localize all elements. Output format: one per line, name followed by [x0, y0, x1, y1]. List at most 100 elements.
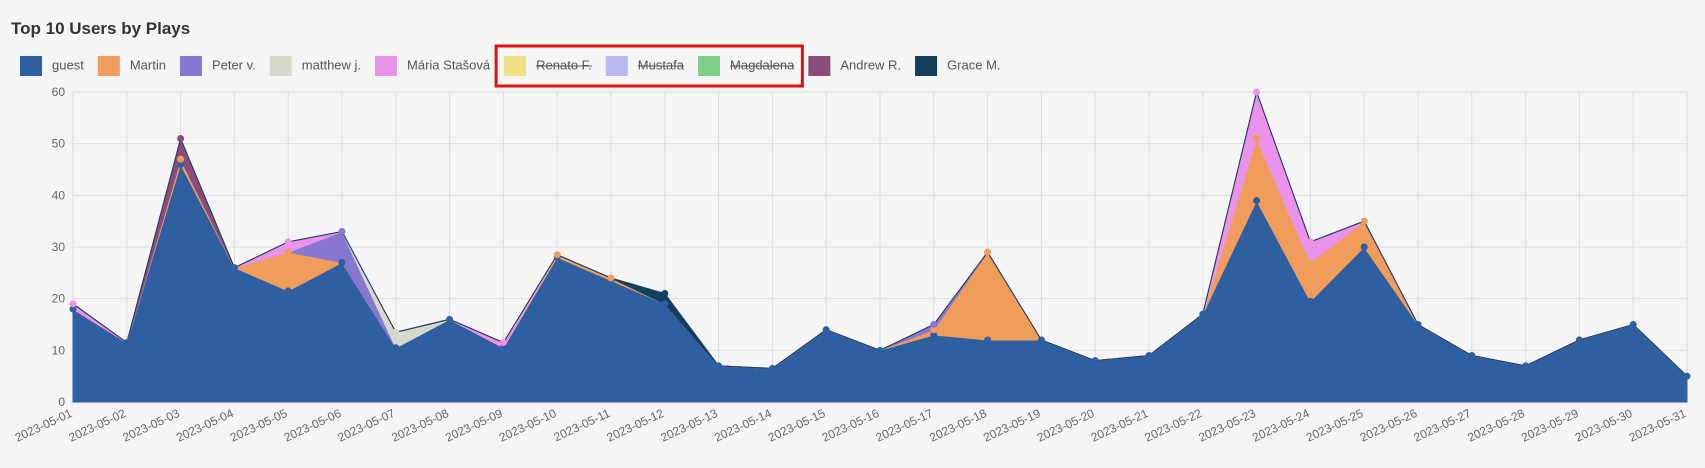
- point: [1306, 238, 1314, 246]
- x-tick-label: 2023-05-30: [1573, 406, 1635, 445]
- legend-swatch: [808, 56, 831, 76]
- point: [1253, 88, 1261, 96]
- legend-label[interactable]: matthew j.: [302, 57, 361, 72]
- x-tick-label: 2023-05-06: [282, 406, 344, 445]
- point: [1091, 357, 1099, 365]
- point: [1360, 243, 1368, 251]
- x-tick-label: 2023-05-08: [389, 406, 451, 445]
- point: [553, 251, 561, 259]
- legend-label[interactable]: Grace M.: [947, 57, 1000, 72]
- point: [930, 326, 938, 334]
- x-tick-label: 2023-05-20: [1035, 406, 1097, 445]
- legend-label[interactable]: Mustafa: [638, 57, 685, 72]
- y-tick-label: 10: [52, 343, 66, 357]
- legend-swatch: [97, 56, 120, 76]
- point: [123, 339, 131, 347]
- point: [822, 326, 830, 334]
- point: [338, 228, 346, 235]
- point: [1037, 336, 1045, 344]
- highlight-box: [494, 44, 804, 88]
- x-tick-label: 2023-05-05: [228, 406, 290, 445]
- x-tick-label: 2023-05-09: [443, 406, 505, 445]
- point: [1253, 197, 1261, 204]
- point: [661, 300, 669, 308]
- point: [1360, 217, 1368, 225]
- legend-swatch: [698, 56, 721, 76]
- point: [177, 160, 185, 168]
- point: [1683, 372, 1691, 380]
- y-tick-label: 60: [52, 85, 66, 99]
- legend-label[interactable]: guest: [52, 57, 84, 72]
- point: [930, 331, 938, 339]
- x-tick-label: 2023-05-23: [1196, 406, 1258, 445]
- legend-label[interactable]: Martin: [130, 57, 166, 72]
- x-tick-label: 2023-05-13: [658, 406, 720, 445]
- legend-swatch: [375, 56, 398, 76]
- x-tick-label: 2023-05-26: [1358, 406, 1420, 445]
- legend-swatch: [20, 56, 42, 76]
- point: [930, 321, 938, 328]
- x-tick-label: 2023-05-31: [1627, 406, 1689, 445]
- point: [177, 155, 185, 163]
- point: [984, 336, 992, 344]
- point: [1468, 352, 1476, 359]
- point: [499, 344, 507, 352]
- legend-swatch: [179, 56, 202, 76]
- point: [1629, 321, 1637, 328]
- point: [284, 248, 292, 256]
- legend-swatch: [915, 56, 938, 76]
- legend-label[interactable]: Mária Stašová: [407, 57, 491, 72]
- point: [1199, 310, 1207, 318]
- legend-label[interactable]: Renato F.: [536, 57, 592, 72]
- point: [177, 135, 185, 142]
- x-tick-label: 2023-05-27: [1412, 406, 1474, 445]
- point: [284, 287, 292, 295]
- legend-swatch: [269, 56, 292, 76]
- legend-label[interactable]: Andrew R.: [840, 57, 901, 72]
- point: [1306, 297, 1314, 305]
- legend-swatch: [605, 56, 628, 76]
- point: [1145, 352, 1153, 359]
- point: [607, 274, 615, 282]
- point: [1575, 336, 1583, 344]
- point: [1306, 259, 1314, 266]
- x-tick-label: 2023-05-03: [120, 406, 182, 445]
- x-tick-label: 2023-05-29: [1519, 406, 1581, 445]
- x-tick-label: 2023-05-25: [1304, 406, 1366, 445]
- point: [392, 344, 400, 352]
- legend-label[interactable]: Peter v.: [212, 57, 256, 72]
- x-tick-label: 2023-05-02: [67, 406, 129, 445]
- point: [69, 305, 77, 313]
- x-tick-label: 2023-05-11: [552, 406, 613, 444]
- point: [446, 315, 454, 323]
- x-tick-label: 2023-05-16: [820, 406, 882, 445]
- legend-label[interactable]: Magdalena: [730, 57, 795, 72]
- x-tick-label: 2023-05-24: [1250, 406, 1312, 445]
- point: [284, 238, 292, 246]
- x-tick-label: 2023-05-15: [766, 406, 828, 445]
- y-tick-label: 20: [52, 292, 66, 306]
- x-tick-label: 2023-05-28: [1465, 406, 1527, 445]
- point: [1414, 321, 1422, 328]
- point: [768, 364, 776, 372]
- x-tick-label: 2023-05-22: [1143, 406, 1205, 445]
- x-tick-label: 2023-05-21: [1089, 406, 1151, 445]
- point: [338, 259, 346, 266]
- point: [876, 346, 884, 354]
- point: [715, 362, 723, 370]
- chart-title: Top 10 Users by Plays: [11, 19, 190, 38]
- point: [69, 300, 77, 308]
- point: [499, 339, 507, 347]
- x-tick-label: 2023-05-01: [13, 406, 75, 445]
- x-tick-label: 2023-05-19: [981, 406, 1043, 445]
- x-tick-label: 2023-05-04: [174, 406, 236, 445]
- x-tick-label: 2023-05-17: [874, 406, 936, 445]
- point: [984, 248, 992, 256]
- y-tick-label: 0: [58, 395, 65, 409]
- x-tick-label: 2023-05-18: [927, 406, 989, 445]
- x-tick-label: 2023-05-12: [605, 406, 667, 445]
- y-tick-label: 40: [52, 188, 66, 202]
- y-tick-label: 50: [52, 137, 66, 151]
